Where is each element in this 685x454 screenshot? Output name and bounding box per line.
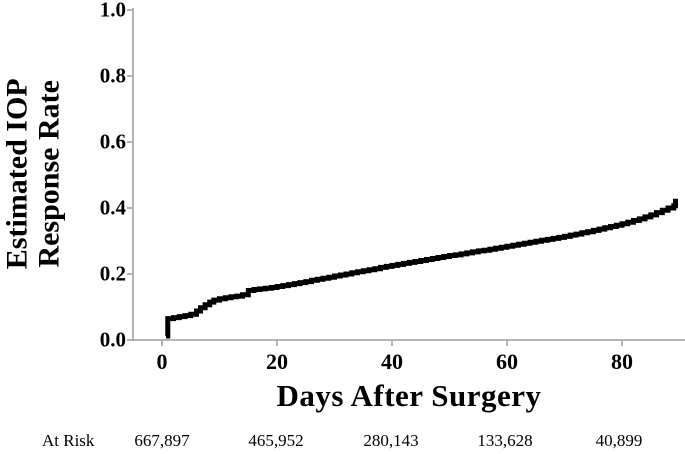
y-axis-title-line2: Response Rate [32,80,66,268]
x-tick-label-80: 80 [611,349,633,374]
x-tick-label-0: 0 [156,349,168,374]
y-tick-label-0.8: 0.8 [99,63,126,88]
at-risk-row-label: At Risk [42,431,95,450]
at-risk-count-day20: 465,952 [248,431,304,450]
y-axis-title-line1: Estimated IOP [0,78,34,270]
at-risk-count-day0: 667,897 [134,431,190,450]
x-tick-label-20: 20 [266,349,288,374]
at-risk-count-day80: 40,899 [595,431,643,450]
axis-ticks [127,9,623,346]
at-risk-count-day60: 133,628 [477,431,533,450]
x-axis-title: Days After Surgery [276,378,542,413]
y-tick-label-0.6: 0.6 [99,129,126,154]
y-tick-label-1.0: 1.0 [99,0,126,22]
y-tick-label-0.4: 0.4 [99,195,126,220]
at-risk-count-day40: 280,143 [363,431,419,450]
y-axis-title: Estimated IOP Response Rate [0,8,66,340]
y-tick-label-0.2: 0.2 [99,261,126,286]
survival-step-curve [165,198,678,339]
y-tick-label-0.0: 0.0 [99,327,126,352]
x-tick-label-60: 60 [496,349,518,374]
x-tick-label-40: 40 [381,349,403,374]
